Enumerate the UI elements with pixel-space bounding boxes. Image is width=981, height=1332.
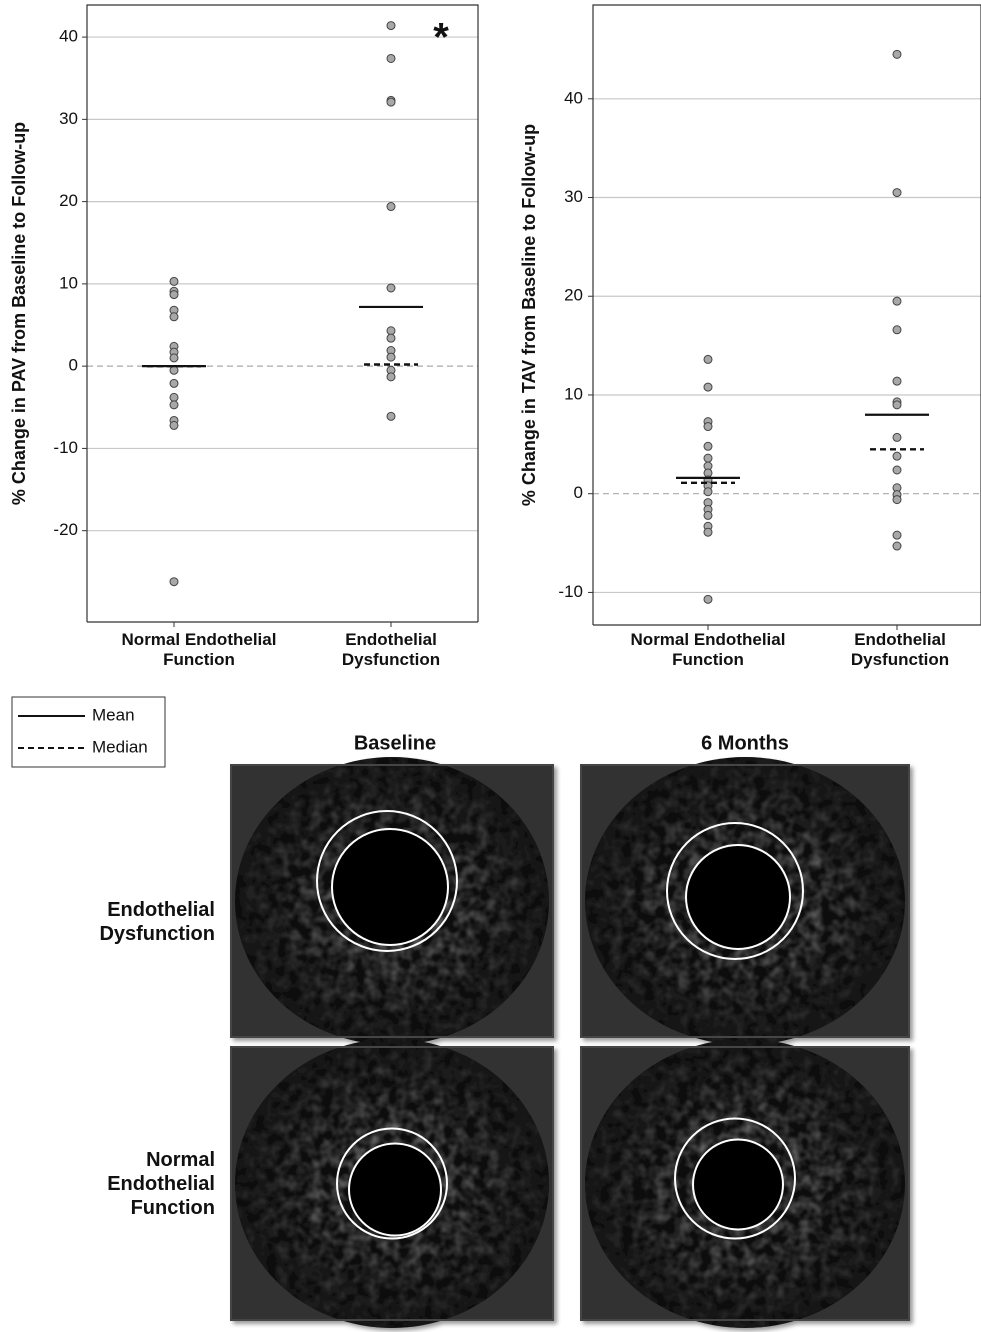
y-tick-label: 20 [59,191,78,210]
data-point [892,376,902,386]
data-point [892,465,902,475]
lumen [331,828,449,946]
y-tick-label: 10 [564,384,583,403]
column-header: Baseline [354,732,436,754]
ivus-image [230,1039,554,1328]
data-point [386,283,396,293]
y-axis-label: % Change in TAV from Baseline to Follow-… [519,124,539,506]
y-axis-label: % Change in PAV from Baseline to Follow-… [9,122,29,505]
vessel-border [674,1117,796,1240]
vessel-border [336,1127,448,1240]
image-crop [580,764,910,1038]
data-point [169,378,179,388]
data-point [169,365,179,375]
column-header: 6 Months [701,732,789,754]
lumen [348,1142,442,1237]
data-point [169,392,179,402]
vessel-border [666,822,804,960]
x-tick-label: Normal Endothelial Function [630,630,786,670]
y-tick-label: 30 [59,109,78,128]
data-point [703,487,713,497]
row-label: Normal Endothelial Function [107,1149,215,1219]
y-tick-label: 10 [59,273,78,292]
data-point [169,276,179,286]
data-point [892,188,902,198]
y-tick-label: 40 [59,27,78,46]
y-tick-label: 0 [574,483,583,502]
data-point [169,577,179,587]
data-point [892,541,902,551]
image-crop [230,764,554,1038]
data-point [892,495,902,505]
ivus-image [580,1039,910,1328]
data-point [703,527,713,537]
x-tick-label: Endothelial Dysfunction [341,630,441,670]
data-point [703,422,713,432]
data-point [386,372,396,382]
vessel-border [316,810,458,952]
data-point [892,296,902,306]
data-point [169,290,179,300]
y-tick-label: 20 [564,286,583,305]
image-crop [230,1046,554,1321]
data-point [892,432,902,442]
legend-label: Mean [92,705,135,724]
y-tick-label: 0 [69,356,78,375]
data-point [169,420,179,430]
data-point [169,353,179,363]
ivus-image [230,757,554,1045]
y-tick-label: -20 [53,520,78,539]
data-point [169,312,179,322]
data-point [703,354,713,364]
chart: -20 -10 0 10 20 30 40 % Change in PAV from Base… [9,4,479,627]
x-tick-label: Endothelial Dysfunction [850,630,950,670]
image-crop [580,1046,910,1321]
data-point [892,400,902,410]
data-point [169,400,179,410]
y-tick-label: -10 [558,582,583,601]
y-tick-label: -10 [53,438,78,457]
data-point [703,594,713,604]
data-point [892,451,902,461]
plot-frame [592,4,981,625]
data-point [892,530,902,540]
data-point [386,97,396,107]
data-point [386,326,396,336]
annotation: * [433,16,449,60]
chart: -10 0 10 20 30 40 % Change in TAV from Baselin… [519,4,981,630]
x-tick-label: Normal Endothelial Function [121,630,277,670]
data-point [386,411,396,421]
data-point [386,53,396,63]
data-point [703,510,713,520]
data-point [703,441,713,451]
data-point [892,325,902,335]
data-point [892,49,902,59]
data-point [386,333,396,343]
plot-frame [86,4,479,622]
data-point [703,453,713,463]
lumen [692,1138,784,1231]
y-tick-label: 40 [564,88,583,107]
legend-label: Median [92,737,148,756]
data-point [386,202,396,212]
data-point [386,21,396,31]
legend-box [11,696,166,768]
lumen [685,844,791,950]
y-tick-label: 30 [564,187,583,206]
row-label: Endothelial Dysfunction [99,899,215,945]
ivus-image [580,757,910,1045]
legend: Mean Median [11,696,166,768]
data-point [703,382,713,392]
data-point [386,352,396,362]
